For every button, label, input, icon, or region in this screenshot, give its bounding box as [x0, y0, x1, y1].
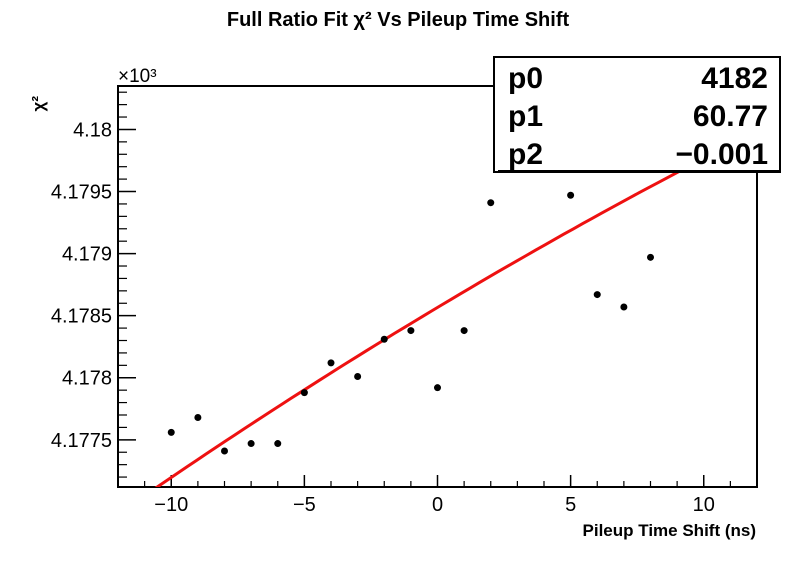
y-tick-label: 4.1795: [51, 182, 112, 204]
y-tick-label: 4.1785: [51, 306, 112, 328]
data-point: [354, 373, 362, 381]
fit-curve: [154, 151, 716, 487]
fit-stats-shadow: [498, 170, 780, 173]
y-axis-multiplier: ×10³: [118, 66, 157, 87]
data-point: [380, 335, 388, 343]
data-point: [487, 199, 495, 207]
data-point: [407, 327, 415, 335]
y-tick-label: 4.1775: [51, 430, 112, 452]
data-point: [593, 291, 601, 299]
data-point: [247, 440, 255, 448]
y-tick-label: 4.179: [62, 244, 112, 266]
x-tick-label: 10: [693, 494, 715, 516]
x-tick-label: −5: [293, 494, 316, 516]
x-tick-label: 0: [432, 494, 443, 516]
x-tick-label: −10: [154, 494, 188, 516]
data-point: [300, 389, 308, 397]
chart-title: Full Ratio Fit χ² Vs Pileup Time Shift: [227, 9, 570, 31]
stat-p1-value: 60.77: [693, 100, 768, 133]
data-point: [567, 191, 575, 199]
stat-p2-name: p2: [508, 138, 543, 171]
y-tick-label: 4.18: [73, 119, 112, 141]
stat-p2-value: −0.001: [675, 138, 768, 171]
data-point: [620, 303, 628, 311]
data-point: [434, 384, 441, 392]
data-point: [221, 447, 228, 455]
x-axis-title: Pileup Time Shift (ns): [583, 521, 756, 540]
data-point: [194, 413, 202, 421]
data-point: [167, 428, 175, 436]
y-axis-title: χ²: [29, 96, 48, 112]
data-point: [647, 253, 654, 261]
stat-p0-name: p0: [508, 62, 543, 95]
stat-p1-name: p1: [508, 100, 543, 133]
data-point: [274, 440, 282, 448]
fit-stats-box: p0 4182 p1 60.77 p2 −0.001: [493, 56, 781, 173]
x-tick-label: 5: [565, 494, 576, 516]
stat-p0-value: 4182: [701, 62, 768, 95]
data-point: [327, 359, 335, 367]
y-tick-label: 4.178: [62, 368, 112, 390]
data-point: [460, 327, 468, 335]
